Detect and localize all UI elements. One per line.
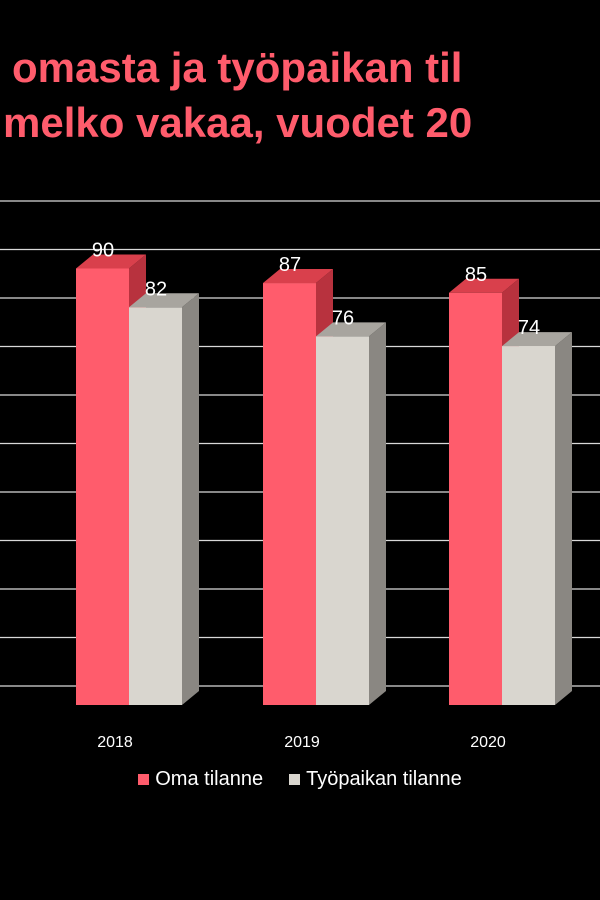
data-label: 85 [465, 264, 487, 286]
data-label: 74 [518, 317, 540, 339]
bar-side [369, 322, 386, 705]
bar-top [76, 254, 146, 269]
legend-item-tyopaikan-tilanne[interactable]: Työpaikan tilanne [289, 768, 462, 791]
bar-front [129, 307, 182, 705]
legend-swatch [138, 774, 150, 785]
bar-top [316, 322, 386, 337]
x-tick-label: 2018 [97, 734, 133, 751]
bar-front [449, 292, 502, 705]
bars [76, 254, 572, 705]
bar-side [555, 332, 572, 705]
bar-front [76, 268, 129, 705]
chart-title-line-1: omasta ja työpaikan til [12, 44, 463, 91]
data-label: 76 [332, 307, 354, 329]
bar-top [263, 269, 333, 284]
legend-item-oma-tilanne[interactable]: Oma tilanne [138, 768, 263, 791]
chart-title-line-2: melko vakaa, vuodet 20 [3, 99, 473, 146]
bar-top [449, 278, 519, 293]
bar-2019-tyopaikka [316, 322, 386, 705]
x-axis-ticks: 2018 2019 2020 [97, 734, 506, 751]
bar-side [182, 293, 199, 705]
data-label: 87 [279, 254, 301, 276]
legend-label: Oma tilanne [155, 768, 264, 790]
legend-swatch [289, 774, 301, 785]
data-label: 82 [145, 278, 167, 300]
bar-front [316, 336, 369, 705]
legend-label: Työpaikan tilanne [306, 768, 462, 790]
data-labels: 90 82 87 76 85 74 [92, 240, 540, 340]
bar-front [502, 346, 555, 705]
x-tick-label: 2019 [284, 734, 320, 751]
data-label: 90 [92, 240, 114, 262]
bar-front [263, 283, 316, 705]
bar-2018-tyopaikka [129, 293, 199, 705]
bar-2020-tyopaikka [502, 332, 572, 705]
legend: Oma tilanne Työpaikan tilanne [0, 768, 600, 791]
x-tick-label: 2020 [470, 734, 506, 751]
bar-top [502, 332, 572, 347]
bar-top [129, 293, 199, 308]
